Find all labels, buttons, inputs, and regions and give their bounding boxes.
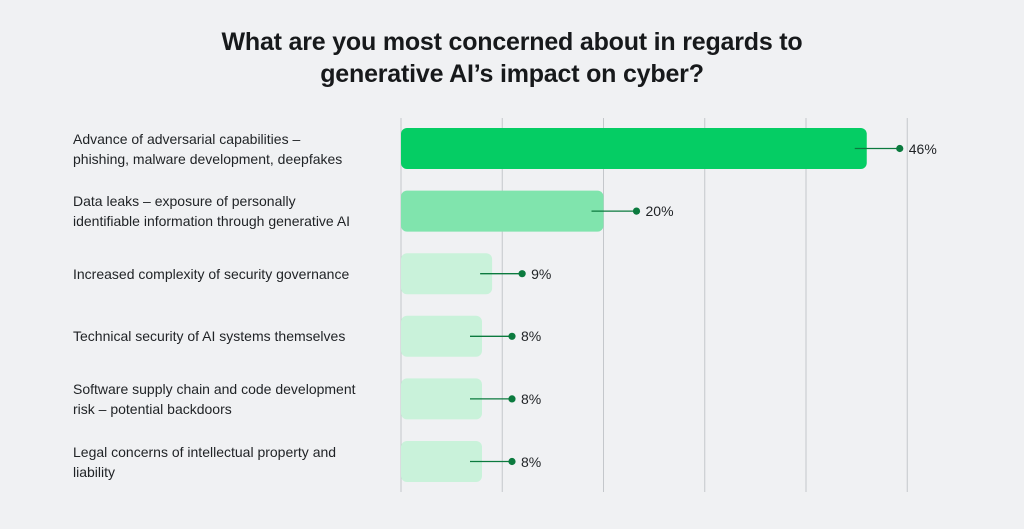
value-label-3: 9% [531,265,552,282]
category-label-5-line-1: Software supply chain and code developme… [73,380,356,397]
leader-dot-2 [632,207,641,215]
category-label-2-line-2: identifiable information through generat… [73,213,351,230]
category-label-6-line-1: Legal concerns of intellectual property … [73,443,337,460]
category-label-6-line-2: liability [73,463,116,480]
value-label-6: 8% [521,453,542,470]
category-label-4-line-1: Technical security of AI systems themsel… [73,328,346,345]
chart-title-line-2: generative AI’s impact on cyber? [320,60,704,88]
value-label-2: 20% [645,203,674,220]
category-label-4: Technical security of AI systems themsel… [73,326,388,346]
category-label-3: Increased complexity of security governa… [73,264,388,284]
leader-dot-1 [896,144,904,153]
bar-1 [401,128,867,169]
bar-5 [401,378,482,420]
leader-dot-3 [518,270,526,278]
value-label-5: 8% [521,390,542,407]
leader-dot-5 [508,395,516,403]
chart-title: What are you most concerned about in reg… [0,26,1024,90]
bar-6 [401,441,482,482]
category-label-1: Advance of adversarial capabilities – phi… [73,129,388,169]
bar-2 [401,190,604,232]
category-label-5-line-2: risk – potential backdoors [73,400,232,417]
leader-dot-4 [508,332,516,340]
leader-dot-6 [508,457,516,466]
chart-title-line-1: What are you most concerned about in reg… [221,28,803,56]
category-label-2-line-1: Data leaks – exposure of personally [73,193,296,210]
category-label-2: Data leaks – exposure of personally ident… [73,191,388,231]
category-label-1-line-1: Advance of adversarial capabilities – [73,130,301,147]
category-label-6: Legal concerns of intellectual property … [73,442,388,482]
bar-4 [401,315,482,357]
category-label-5: Software supply chain and code developme… [73,379,388,419]
category-label-3-line-1: Increased complexity of security governa… [73,265,350,282]
value-label-4: 8% [521,328,542,345]
bar-3 [401,253,493,295]
value-label-1: 46% [908,140,937,157]
category-label-1-line-2: phishing, malware development, deepfakes [73,150,343,167]
